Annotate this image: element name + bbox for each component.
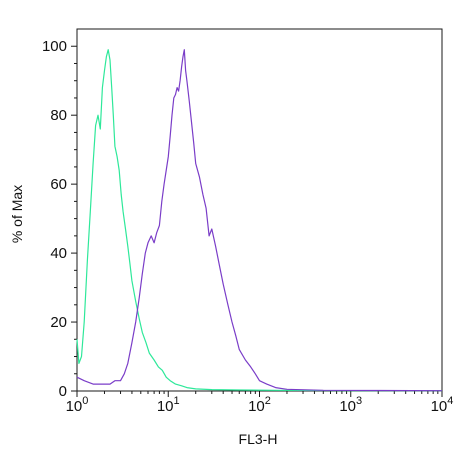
y-tick-label: 40 <box>50 245 67 262</box>
y-axis-ticks: 0 20 40 60 80 100 <box>42 38 77 400</box>
y-axis-title: % of Max <box>9 185 25 243</box>
x-tick-label: 103 <box>339 395 362 415</box>
x-tick-label: 102 <box>248 395 271 415</box>
x-axis-ticks: 100 101 102 103 104 <box>66 391 454 415</box>
histogram-series-1 <box>76 49 442 392</box>
series-layer <box>76 49 443 392</box>
x-tick-label: 104 <box>431 395 454 415</box>
x-axis-title: FL3-H <box>239 431 278 447</box>
y-tick-label: 60 <box>50 176 67 193</box>
y-tick-label: 0 <box>59 383 67 400</box>
y-tick-label: 100 <box>42 38 67 55</box>
y-tick-label: 20 <box>50 314 67 331</box>
x-tick-label: 100 <box>66 395 89 415</box>
y-tick-label: 80 <box>50 107 67 124</box>
plot-frame <box>76 28 443 392</box>
histogram-series-2 <box>76 49 443 392</box>
x-tick-label: 101 <box>157 395 180 415</box>
